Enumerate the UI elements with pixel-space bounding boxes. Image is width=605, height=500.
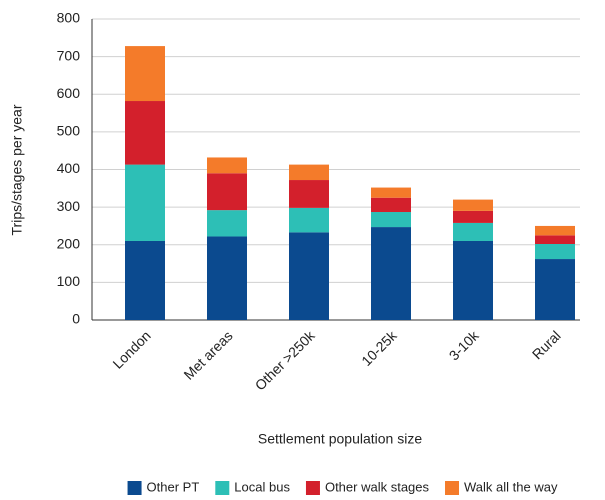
bar-segment [207, 210, 247, 237]
y-tick-label: 800 [57, 10, 81, 26]
bar-segment [125, 240, 165, 320]
x-tick-label: London [109, 327, 153, 371]
bar-segment [289, 207, 329, 233]
y-tick-label: 0 [72, 311, 80, 327]
legend: Other PT Local bus Other walk stages Walk a… [127, 479, 558, 495]
y-tick-label: 300 [57, 198, 81, 214]
y-tick-label: 600 [57, 85, 81, 101]
legend-swatch [127, 481, 142, 495]
bar-segment [453, 210, 493, 223]
x-tick-label: 10-25k [358, 327, 400, 369]
y-tick-label: 400 [57, 160, 81, 176]
legend-swatch [305, 481, 320, 495]
bar-segment [371, 227, 411, 320]
x-tick-label: 3-10k [446, 327, 483, 364]
bar-segment [125, 101, 165, 165]
legend-label: Other walk stages [325, 479, 430, 494]
y-tick-label: 500 [57, 123, 81, 139]
bar-segment [289, 232, 329, 320]
legend-swatch [445, 481, 460, 495]
bar-segment [535, 235, 575, 244]
bar-segment [125, 164, 165, 241]
bar-segment [535, 225, 575, 236]
legend-label: Other PT [147, 479, 200, 494]
bar-segment [453, 240, 493, 320]
y-tick-label: 700 [57, 47, 81, 63]
bar-segment [207, 157, 247, 174]
y-tick-label: 100 [57, 273, 81, 289]
bar-segment [371, 187, 411, 198]
bar-segment [371, 212, 411, 228]
x-tick-label: Met areas [180, 327, 235, 382]
legend-swatch [215, 481, 230, 495]
bar-segment [207, 173, 247, 211]
bar-segment [207, 236, 247, 320]
bar-segment [289, 164, 329, 181]
x-axis-title: Settlement population size [258, 431, 422, 447]
y-tick-label: 200 [57, 235, 81, 251]
bar-segment [535, 243, 575, 260]
y-axis-title: Trips/stages per year [9, 104, 25, 235]
bar-segment [289, 180, 329, 208]
bar-segment [371, 197, 411, 213]
bar-segment [453, 199, 493, 211]
bar-segment [125, 46, 165, 102]
bar-segment [535, 259, 575, 320]
bar-segment [453, 222, 493, 241]
x-tick-label: Rural [529, 327, 564, 362]
legend-label: Walk all the way [464, 479, 558, 494]
x-tick-label: Other >250k [252, 327, 319, 394]
legend-label: Local bus [234, 479, 290, 494]
